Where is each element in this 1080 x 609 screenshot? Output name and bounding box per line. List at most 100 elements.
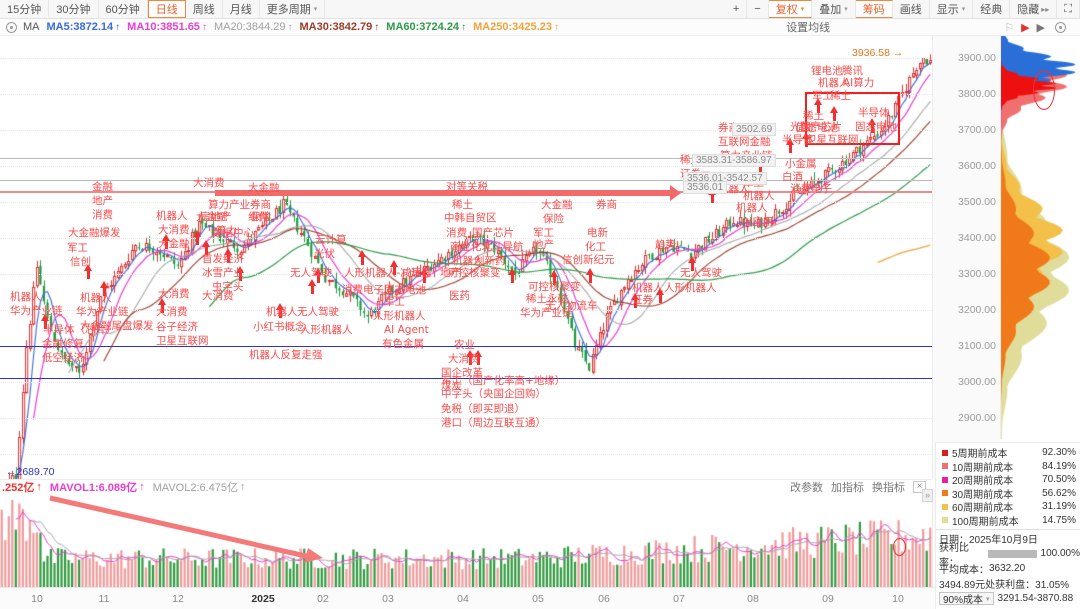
chart-annotation: 低空经济: [42, 352, 84, 364]
volume-chart-pane[interactable]: [0, 494, 932, 587]
price-chart-pane[interactable]: 金融 地产 消费 大金融爆发 军工 信创 机器人 华为产业链 大金融尾盘爆发 半导体（芯片） 金融修…: [0, 36, 932, 479]
chart-annotation: 证券: [632, 294, 653, 306]
period-tab-6[interactable]: 更多周期 ▾: [260, 0, 326, 18]
chart-annotation: 华为产业链: [10, 305, 63, 317]
flag-gray-icon[interactable]: ▶: [1036, 21, 1045, 34]
stats-profit-row: 获利比率： 100.00%: [936, 543, 1080, 569]
chart-annotation: 稀土: [803, 110, 824, 122]
fullscreen-button[interactable]: ⛶: [1057, 0, 1080, 18]
chart-annotation: 券商: [250, 199, 271, 211]
price-axis-label: 3600.00: [958, 159, 996, 172]
price-axis-label: 3200.00: [958, 303, 996, 316]
up-arrow-icon: ↑: [115, 21, 121, 33]
volume-canvas[interactable]: [0, 494, 932, 587]
date-axis-label: 02: [317, 593, 329, 605]
gridline: [0, 309, 932, 311]
hide-button-label: 隐藏: [1017, 4, 1040, 16]
legend-label: 100周期前成本: [952, 516, 1019, 528]
stats-avgcost-row: 平均成本： 3632.20: [936, 561, 1080, 576]
chevron-down-icon: ▾: [844, 6, 848, 13]
price-axis-label: 3700.00: [958, 123, 996, 136]
period-tab-1[interactable]: 30分钟: [49, 0, 99, 18]
chart-annotation: 大消费: [193, 177, 225, 189]
period-tab-2[interactable]: 60分钟: [99, 0, 148, 18]
chip-legend-row-1: 10周期前成本 84.19%: [936, 460, 1080, 474]
chart-annotation: 大金融尾盘爆发: [80, 320, 154, 332]
date-axis-label: 08: [747, 593, 759, 605]
chart-annotation: 机器人: [718, 183, 750, 195]
chart-annotation: 机器人: [80, 292, 112, 304]
chart-annotation: 机器人反复走强: [249, 349, 323, 361]
scroll-handle[interactable]: »: [922, 489, 933, 502]
add-indicator-button[interactable]: 加指标: [831, 482, 864, 494]
change-params-button[interactable]: 改参数: [790, 482, 823, 494]
chart-annotation: 华为产业链: [76, 306, 129, 318]
period-tab-label: 日线: [155, 4, 178, 16]
chip-stats-panel: 5周期前成本 92.30% 10周期前成本 84.19% 20周期前成本 70.50% 30…: [935, 442, 1080, 609]
up-arrow-icon: ↑: [553, 21, 559, 33]
candlestick-canvas[interactable]: [0, 36, 932, 479]
chart-annotation: 大消费: [448, 353, 480, 365]
horizontal-level-line: [0, 378, 932, 380]
volume-legend-item-2: MAVOL2:6.475亿 ↑: [153, 479, 246, 495]
adjust-button[interactable]: 复权 ▾: [768, 0, 813, 18]
legend-value: 92.30%: [1042, 447, 1076, 459]
flag-red-icon[interactable]: ▶: [1021, 21, 1030, 34]
legend-value: 84.19%: [1042, 460, 1076, 472]
hide-button[interactable]: 隐藏 ▸▸: [1010, 0, 1058, 18]
period-tab-3[interactable]: 日线: [147, 0, 186, 18]
chips-button[interactable]: 筹码: [855, 0, 893, 18]
chart-annotation: 消费电子: [790, 183, 832, 195]
top-toolbar: 15分钟 30分钟 60分钟 日线 周线 月线 更多周期 ▾ + − 复权 ▾ 叠加 ▾ 筹码 画线 显示 ▾ 经…: [0, 0, 1080, 19]
zoom-in-button[interactable]: +: [726, 0, 748, 18]
chart-annotation: 卫星互联网: [156, 335, 209, 347]
stats-date-value: 2025年10月9日: [969, 535, 1038, 546]
legend-label: 5周期前成本: [952, 449, 1008, 461]
date-axis-label: 12: [172, 593, 184, 605]
chart-annotation: 无人驾驶: [680, 267, 722, 279]
gear-icon[interactable]: [6, 21, 17, 33]
draw-button[interactable]: 画线: [893, 0, 930, 18]
stats-costrange-value: 3291.54-3870.88: [997, 593, 1074, 604]
chart-annotation: 半导体: [782, 134, 814, 146]
close-indicator-icon[interactable]: ×: [913, 481, 926, 493]
display-button-label: 显示: [936, 4, 959, 16]
volume-tools: 改参数 加指标 换指标 ×: [790, 479, 932, 495]
chart-annotation: 大金融: [541, 199, 573, 211]
cost-percent-select[interactable]: 90%成本 ▾: [939, 592, 994, 606]
price-range-box: 3502.69: [732, 123, 777, 136]
chart-annotation: 军工: [812, 90, 833, 102]
gridline: [0, 201, 932, 203]
settings-gear-icon[interactable]: [1055, 21, 1066, 33]
chart-annotation: 白酒: [782, 171, 803, 183]
set-ma-button[interactable]: 设置均线: [786, 22, 831, 34]
classic-button[interactable]: 经典: [973, 0, 1011, 18]
period-tab-5[interactable]: 月线: [223, 0, 260, 18]
chart-annotation: 人形机器人: [664, 282, 717, 294]
chart-annotation: 机器人: [743, 190, 775, 202]
switch-indicator-button[interactable]: 换指标: [872, 482, 905, 494]
ma-legend-item-0: MA5:3872.14 ↑: [47, 21, 121, 33]
chart-annotation: 地产: [533, 239, 554, 251]
volume-annotation-overlay: [0, 494, 932, 587]
period-tab-label: 月线: [229, 4, 252, 16]
chart-annotation: 大金融: [248, 182, 280, 194]
chart-annotation: 煤炭: [441, 380, 462, 392]
up-arrow-icon: ↑: [374, 21, 380, 33]
period-tab-4[interactable]: 周线: [186, 0, 223, 18]
chart-annotation: 国企改革: [441, 367, 483, 379]
display-button[interactable]: 显示 ▾: [930, 0, 974, 18]
stats-avgcost-label: 平均成本：: [939, 565, 989, 576]
flag-outline-icon[interactable]: ⚐: [1004, 21, 1015, 34]
chart-annotation: 稀土: [452, 199, 473, 211]
zoom-out-button[interactable]: −: [747, 0, 769, 18]
chart-annotation: 可控核聚变: [528, 281, 581, 293]
period-tab-0[interactable]: 15分钟: [0, 0, 50, 18]
overlay-button[interactable]: 叠加 ▾: [812, 0, 856, 18]
toolbar-right-group: + − 复权 ▾ 叠加 ▾ 筹码 画线 显示 ▾ 经典 隐藏 ▸▸ ⛶: [726, 0, 1080, 18]
chart-annotation: 大消费: [158, 224, 190, 236]
chart-annotation: 大消费: [202, 290, 234, 302]
chart-annotation: 小金属: [785, 158, 817, 170]
chart-annotation: 金融修复: [42, 338, 84, 350]
